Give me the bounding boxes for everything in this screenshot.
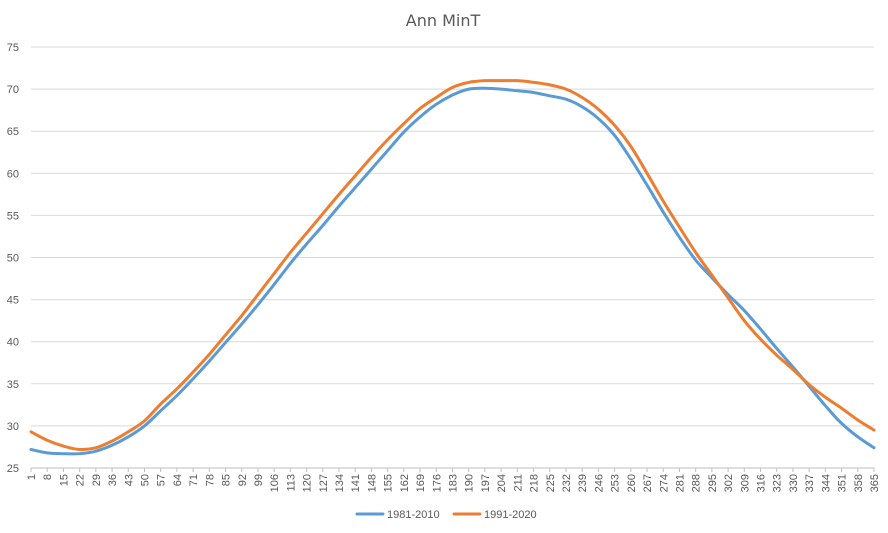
y-tick-label: 75 xyxy=(7,42,19,54)
y-tick-label: 70 xyxy=(7,84,19,96)
x-tick-label: 253 xyxy=(610,474,622,492)
x-axis: 1 8 15 22 29 36 43 50 57 64 71 78 85 92 99 106 113 120 127… xyxy=(26,467,881,492)
y-tick-label: 45 xyxy=(7,295,19,307)
x-tick-label: 246 xyxy=(593,474,605,492)
x-tick-label: 57 xyxy=(156,474,168,486)
x-tick-label: 274 xyxy=(658,474,670,492)
x-tick-label: 260 xyxy=(626,474,638,492)
x-tick-label: 1 xyxy=(26,474,38,480)
x-tick-label: 218 xyxy=(529,474,541,492)
x-tick-label: 344 xyxy=(820,474,832,492)
x-tick-label: 120 xyxy=(302,474,314,492)
series-line-1991-2020 xyxy=(29,79,876,452)
x-tick-label: 239 xyxy=(577,474,589,492)
x-tick-label: 190 xyxy=(464,474,476,492)
x-tick-label: 316 xyxy=(756,474,768,492)
x-tick-label: 127 xyxy=(318,474,330,492)
y-axis-tick-labels: 25 30 35 40 45 50 55 60 65 70 75 xyxy=(7,42,19,475)
x-tick-label: 78 xyxy=(204,474,216,486)
x-tick-label: 267 xyxy=(642,474,654,492)
x-tick-label: 85 xyxy=(221,474,233,486)
x-tick-label: 281 xyxy=(674,474,686,492)
legend: 1981-2010 1991-2020 xyxy=(355,509,537,521)
x-tick-label: 29 xyxy=(91,474,103,486)
x-tick-label: 92 xyxy=(237,474,249,486)
x-tick-label: 323 xyxy=(772,474,784,492)
x-tick-label: 169 xyxy=(415,474,427,492)
x-tick-label: 337 xyxy=(804,474,816,492)
y-tick-label: 30 xyxy=(7,421,19,433)
x-tick-label: 358 xyxy=(853,474,865,492)
series-line-1981-2010 xyxy=(29,86,876,456)
x-tick-label: 50 xyxy=(139,474,151,486)
x-tick-label: 295 xyxy=(707,474,719,492)
x-tick-label: 64 xyxy=(172,474,184,486)
y-tick-label: 35 xyxy=(7,379,19,391)
x-tick-label: 36 xyxy=(107,474,119,486)
x-tick-label: 302 xyxy=(723,474,735,492)
x-tick-label: 99 xyxy=(253,474,265,486)
x-tick-label: 365 xyxy=(869,474,881,492)
x-tick-label: 22 xyxy=(75,474,87,486)
y-tick-label: 65 xyxy=(7,126,19,138)
x-tick-label: 197 xyxy=(480,474,492,492)
x-tick-label: 155 xyxy=(383,474,395,492)
x-tick-label: 330 xyxy=(788,474,800,492)
x-tick-label: 225 xyxy=(545,474,557,492)
x-tick-label: 106 xyxy=(269,474,281,492)
x-tick-label: 43 xyxy=(123,474,135,486)
y-tick-label: 40 xyxy=(7,337,19,349)
y-tick-label: 25 xyxy=(7,463,19,475)
x-tick-label: 288 xyxy=(691,474,703,492)
x-tick-label: 351 xyxy=(837,474,849,492)
y-tick-label: 50 xyxy=(7,253,19,265)
x-tick-label: 71 xyxy=(188,474,200,486)
x-tick-label: 148 xyxy=(366,474,378,492)
x-tick-label: 176 xyxy=(431,474,443,492)
x-tick-label: 162 xyxy=(399,474,411,492)
x-tick-label: 113 xyxy=(285,474,297,492)
x-tick-label: 8 xyxy=(42,474,54,480)
x-tick-label: 15 xyxy=(58,474,70,486)
x-tick-label: 211 xyxy=(512,474,524,492)
x-tick-label: 183 xyxy=(448,474,460,492)
y-tick-label: 60 xyxy=(7,168,19,180)
series-lines xyxy=(29,79,876,456)
x-tick-label: 141 xyxy=(350,474,362,492)
y-tick-label: 55 xyxy=(7,210,19,222)
x-tick-label: 232 xyxy=(561,474,573,492)
legend-label-1981-2010: 1981-2010 xyxy=(387,509,440,521)
x-tick-label: 134 xyxy=(334,474,346,492)
chart-title: Ann MinT xyxy=(406,11,481,30)
legend-label-1991-2020: 1991-2020 xyxy=(484,509,537,521)
gridlines xyxy=(31,46,874,469)
x-tick-label: 204 xyxy=(496,474,508,492)
x-tick-label: 309 xyxy=(739,474,751,492)
